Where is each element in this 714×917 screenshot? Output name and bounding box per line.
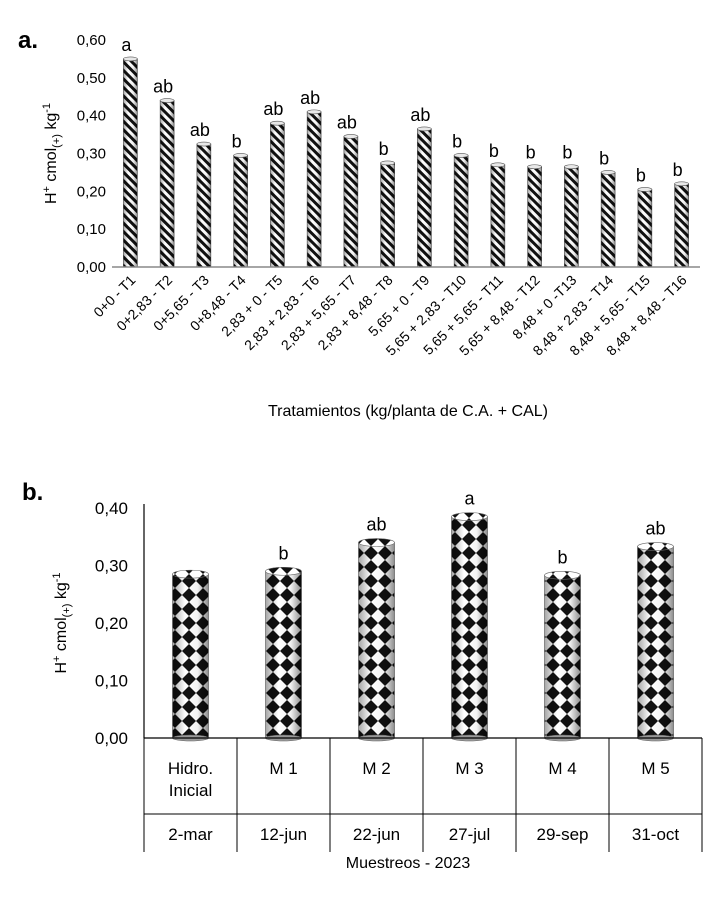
- panel-a-y-tick-label: 0,60: [77, 32, 106, 49]
- panel-a-y-axis-label: H+ cmol(+) kg-1: [41, 103, 63, 204]
- panel-b-y-tick-label: 0,10: [95, 672, 128, 691]
- panel-b-date-label: 22-jun: [353, 825, 400, 844]
- panel-b-significance-letter: b: [557, 547, 567, 567]
- panel-a-bar-cap: [270, 120, 285, 126]
- panel-b-y-axis-label: H+ cmol(+) kg-1: [51, 572, 73, 673]
- panel-b-bar-shade: [172, 574, 209, 738]
- panel-b-y-tick-label: 0,40: [95, 499, 128, 518]
- panel-a-bar-shade: [417, 128, 432, 267]
- panel-b-significance-letter: a: [464, 489, 475, 509]
- panel-a-significance-letter: ab: [263, 99, 283, 119]
- panel-a-y-tick-label: 0,10: [77, 221, 106, 238]
- panel-a-bar-cap: [527, 164, 542, 170]
- panel-a-significance-letter: b: [599, 148, 609, 168]
- panel-a-y-tick-label: 0,50: [77, 70, 106, 87]
- panel-b-y-tick-label: 0,30: [95, 557, 128, 576]
- panel-b-category-label: Inicial: [169, 781, 212, 800]
- panel-a-bar-cap: [380, 160, 395, 166]
- panel-a-significance-letter: b: [636, 165, 646, 185]
- panel-b-date-label: 12-jun: [260, 825, 307, 844]
- panel-a-y-tick-label: 0,20: [77, 183, 106, 200]
- panel-b-significance-letter: ab: [366, 515, 386, 535]
- panel-a-significance-letter: ab: [153, 77, 173, 97]
- panel-b-bar-cap: [172, 569, 209, 579]
- panel-b-bar-cap: [637, 542, 674, 551]
- panel-b-date-label: 2-mar: [168, 825, 213, 844]
- panel-a-significance-letter: a: [121, 35, 132, 55]
- panel-b-bar-cap: [265, 566, 302, 576]
- panel-b-y-tick-label: 0,00: [95, 729, 128, 748]
- panel-b-bar-cap: [544, 570, 581, 580]
- panel-a-bar-cap: [600, 170, 616, 175]
- panel-b-category-label: M 3: [455, 759, 483, 778]
- panel-a-bar-cap: [233, 153, 248, 158]
- panel-a-bar-shade: [490, 164, 505, 267]
- panel-b-y-tick-label: 0,20: [95, 614, 128, 633]
- panel-b-category-label: M 2: [362, 759, 390, 778]
- panel-a-significance-letter: ab: [300, 88, 320, 108]
- panel-a-significance-letter: ab: [410, 105, 430, 125]
- panel-b-date-label: 29-sep: [537, 825, 589, 844]
- panel-b-category-label: M 5: [641, 759, 669, 778]
- panel-a-bar-shade: [196, 144, 211, 267]
- panel-b-category-label: M 4: [548, 759, 576, 778]
- panel-b-significance-letter: ab: [645, 519, 665, 539]
- panel-a-bar-cap: [490, 162, 506, 168]
- panel-a-significance-letter: ab: [190, 120, 210, 140]
- panel-b-date-label: 27-jul: [449, 825, 491, 844]
- panel-a-significance-letter: b: [452, 131, 462, 151]
- panel-a-bar-shade: [123, 58, 138, 267]
- panel-a-x-axis-label: Tratamientos (kg/planta de C.A. + CAL): [268, 403, 548, 420]
- panel-b-bar-shade: [358, 542, 395, 738]
- panel-b-x-axis-label: Muestreos - 2023: [346, 855, 471, 872]
- panel-a-significance-letter: b: [526, 143, 536, 163]
- panel-a-bar-cap: [453, 153, 469, 158]
- panel-b-bar-shade: [544, 575, 581, 738]
- panel-b-category-label: Hidro.: [168, 759, 213, 778]
- panel-a-bar-shade: [637, 189, 652, 267]
- panel-b-bar-shade: [451, 516, 488, 738]
- panel-a-bar-shade: [233, 155, 248, 267]
- panel-a-bar-shade: [307, 111, 322, 267]
- panel-a-bar-shade: [454, 155, 469, 267]
- panel-a-bar-cap: [343, 134, 359, 139]
- panel-a-bar-cap: [196, 141, 212, 147]
- panel-a-y-tick-label: 0,40: [77, 108, 106, 125]
- panel-a-bar-cap: [123, 56, 138, 62]
- panel-a-bar-shade: [270, 123, 285, 267]
- panel-a-bar-cap: [637, 187, 653, 192]
- panel-a-y-tick-label: 0,00: [77, 259, 106, 276]
- panel-a-bar-shade: [160, 100, 175, 268]
- panel-a-significance-letter: b: [232, 131, 242, 151]
- panel-a-bar-shade: [564, 166, 579, 267]
- panel-a-significance-letter: b: [673, 160, 683, 180]
- panel-a-bar-shade: [527, 166, 542, 267]
- panel-a-bar-shade: [343, 136, 358, 267]
- panel-a-chart: a. 0,000,100,200,300,400,500,60 aababbab…: [18, 27, 700, 420]
- panel-a-bar-cap: [417, 126, 432, 132]
- panel-b-bar-shade: [265, 571, 302, 738]
- panel-a-bar-cap: [564, 164, 579, 170]
- panel-b-bar-cap: [358, 538, 395, 547]
- panel-a-bar-shade: [674, 183, 689, 267]
- panel-a-significance-letter: ab: [337, 112, 357, 132]
- panel-a-significance-letter: b: [489, 141, 499, 161]
- panel-b-bar-cap: [451, 512, 488, 521]
- panel-a-letter: a.: [18, 27, 38, 54]
- panel-a-bar-cap: [674, 181, 689, 187]
- panel-a-bar-shade: [380, 162, 395, 267]
- panel-a-significance-letter: b: [379, 139, 389, 159]
- panel-b-significance-letter: b: [278, 543, 288, 563]
- panel-a-y-tick-label: 0,30: [77, 146, 106, 163]
- panel-a-bar-cap: [159, 98, 175, 103]
- panel-b-bar-shade: [637, 546, 674, 738]
- panel-b-category-label: M 1: [269, 759, 297, 778]
- panel-b-date-label: 31-oct: [632, 825, 680, 844]
- panel-a-bar-cap: [306, 109, 322, 115]
- panel-a-bar-shade: [601, 172, 616, 267]
- panel-b-letter: b.: [22, 479, 43, 506]
- panel-a-significance-letter: b: [562, 143, 572, 163]
